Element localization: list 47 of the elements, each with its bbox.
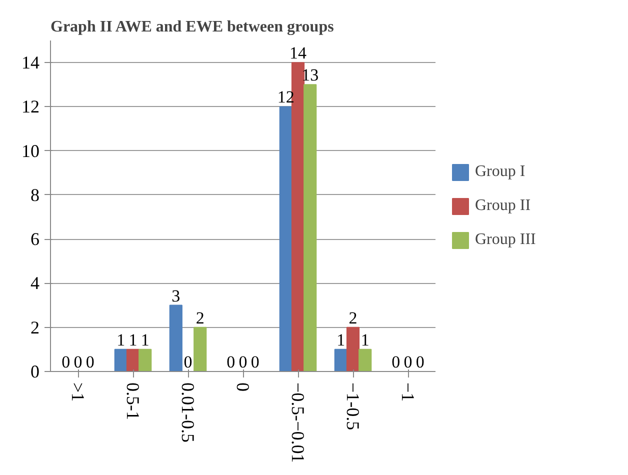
legend-label: Group I [475, 162, 526, 180]
y-tick-label: 10 [22, 140, 40, 161]
data-label: 0 [238, 352, 248, 372]
x-tick-label: −1 [398, 382, 418, 402]
x-tick-label: >1 [68, 382, 88, 402]
data-label: 0 [250, 352, 260, 372]
x-tick-label: 0 [233, 382, 253, 392]
bar [358, 348, 372, 372]
data-label: 2 [196, 308, 204, 328]
data-label: 0 [404, 352, 412, 372]
y-tick-label: 0 [30, 362, 40, 382]
data-label: 1 [128, 330, 138, 350]
y-tick-label: 6 [30, 229, 40, 250]
chart-title: Graph II AWE and EWE between groups [50, 18, 334, 36]
bar [304, 84, 317, 372]
y-tick-label: 8 [30, 184, 40, 205]
x-tick-label: −1-0.5 [343, 382, 363, 430]
data-label: 3 [172, 286, 180, 306]
data-label: 0 [62, 352, 70, 372]
data-label: 0 [74, 352, 82, 372]
data-label: 0 [184, 352, 192, 372]
bar [138, 348, 152, 372]
bar [114, 348, 128, 372]
data-label: 0 [416, 352, 424, 372]
data-label: 0 [226, 352, 236, 372]
bar [169, 304, 182, 372]
data-label: 2 [348, 308, 358, 328]
bar [334, 348, 348, 372]
y-tick-label: 12 [22, 96, 40, 117]
data-label: 1 [336, 330, 346, 350]
data-label: 14 [290, 44, 307, 63]
legend-label: Group III [475, 230, 536, 248]
legend-label: Group II [475, 196, 531, 214]
data-label: 1 [140, 330, 150, 350]
data-label: 1 [360, 330, 370, 350]
x-tick-label: 0.01-0.5 [178, 382, 198, 442]
bar [346, 326, 360, 372]
x-tick-label: −0.5-−0.01 [288, 382, 308, 463]
data-label: 0 [86, 352, 94, 372]
y-tick-label: 4 [30, 273, 40, 294]
data-label: 1 [116, 330, 126, 350]
bar [194, 326, 207, 372]
x-tick-label: 0.5-1 [123, 382, 143, 420]
bar [279, 106, 292, 372]
y-tick-label: 2 [30, 317, 40, 338]
data-label: 0 [392, 352, 400, 372]
y-tick-label: 14 [22, 52, 40, 73]
